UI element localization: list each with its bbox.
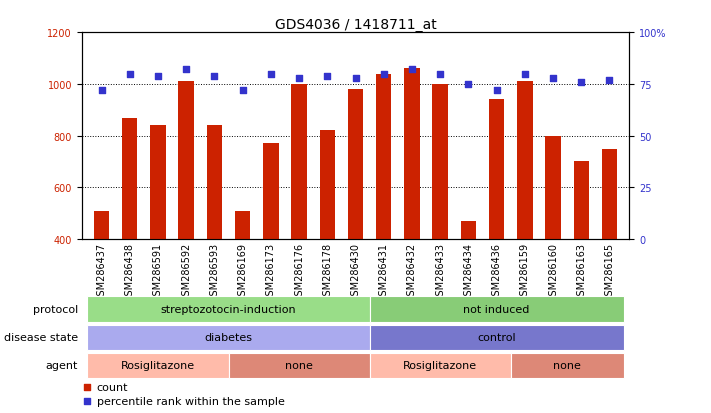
Bar [602,149,617,240]
Bar [574,162,589,240]
Bar [150,126,166,240]
Bar [228,353,370,378]
Bar [348,90,363,240]
Bar [263,144,279,240]
Point [82,398,93,405]
Bar [87,325,370,350]
Text: streptozotocin-induction: streptozotocin-induction [161,304,296,314]
Point [406,67,417,74]
Text: none: none [285,361,313,370]
Point [124,71,135,78]
Bar [432,85,448,240]
Bar [94,211,109,240]
Point [82,384,93,390]
Text: count: count [97,382,128,392]
Text: diabetes: diabetes [205,332,252,342]
Point [491,88,502,94]
Bar [370,297,624,322]
Point [209,73,220,80]
Bar [87,353,228,378]
Point [321,73,333,80]
Bar [370,325,624,350]
Bar [376,74,392,240]
Point [237,88,248,94]
Text: Rosiglitazone: Rosiglitazone [403,361,477,370]
Bar [510,353,624,378]
Point [350,75,361,82]
Text: agent: agent [46,361,78,370]
Bar [517,82,533,240]
Text: Rosiglitazone: Rosiglitazone [121,361,195,370]
Text: percentile rank within the sample: percentile rank within the sample [97,396,284,406]
Point [265,71,277,78]
Bar [545,136,561,240]
Bar [489,100,504,240]
Bar [319,131,335,240]
Point [294,75,305,82]
Text: not induced: not induced [464,304,530,314]
Bar [235,211,250,240]
Bar [207,126,222,240]
Point [604,77,615,84]
Text: protocol: protocol [33,304,78,314]
Point [547,75,559,82]
Bar [87,297,370,322]
Point [519,71,530,78]
Bar [122,118,137,240]
Bar [292,85,307,240]
Bar [178,82,194,240]
Point [463,81,474,88]
Text: none: none [553,361,581,370]
Point [181,67,192,74]
Bar [404,69,419,240]
Point [96,88,107,94]
Point [152,73,164,80]
Text: control: control [477,332,516,342]
Point [378,71,390,78]
Title: GDS4036 / 1418711_at: GDS4036 / 1418711_at [274,18,437,32]
Text: disease state: disease state [4,332,78,342]
Point [434,71,446,78]
Bar [461,221,476,240]
Bar [370,353,510,378]
Point [576,79,587,86]
